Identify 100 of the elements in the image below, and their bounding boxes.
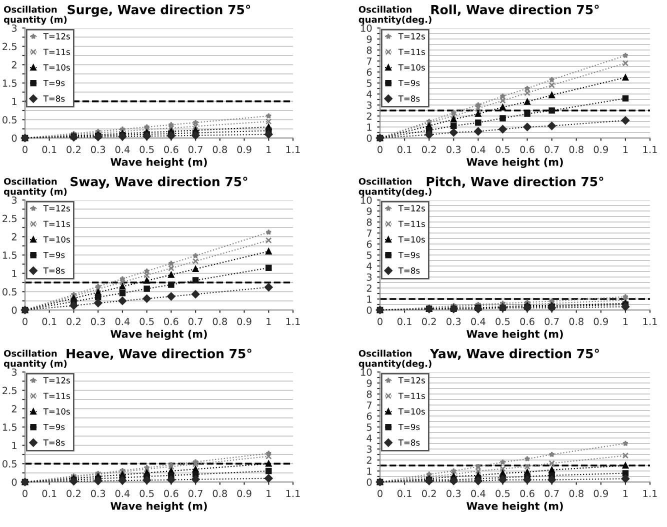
y-tick-label: 3	[12, 368, 17, 376]
x-axis-title: Wave height (m)	[110, 330, 207, 340]
x-tick-label: 0.2	[422, 318, 436, 326]
legend-label: T=10s	[398, 408, 425, 415]
x-tick-label: 0.9	[594, 146, 608, 154]
legend-label: T=12s	[398, 205, 425, 212]
x-tick-label: 1.1	[286, 318, 300, 326]
y-tick-label: 3	[366, 101, 372, 109]
x-tick-label: 1	[266, 146, 271, 154]
y-tick-label: 5	[366, 80, 372, 87]
y-tick-label: 6	[366, 412, 372, 420]
x-tick-label: 0.2	[66, 146, 80, 154]
y-tick-label: 2	[12, 405, 16, 412]
legend-label: T=12s	[398, 33, 425, 40]
y-tick-label: 1	[12, 270, 16, 278]
y-tick-label: 2.5	[2, 386, 17, 394]
x-axis-title: Wave height (m)	[110, 158, 207, 168]
x-axis-title: Wave height (m)	[466, 502, 563, 512]
y-tick-label: 10	[361, 368, 372, 376]
x-tick-label: 0.5	[140, 490, 154, 498]
x-tick-label: 0.8	[212, 146, 227, 154]
legend-label: T=12s	[43, 205, 70, 212]
y-tick-label: 4	[366, 262, 372, 270]
x-tick-label: 0.1	[42, 318, 56, 326]
y-tick-label: 2.5	[2, 214, 17, 222]
y-tick-label: 1	[12, 442, 16, 450]
chart-title: Pitch, Wave direction 75°	[426, 176, 604, 188]
y-tick-label: 2	[366, 456, 372, 464]
y-tick-label: 9	[366, 207, 372, 215]
legend-label: T=8s	[398, 439, 420, 446]
x-tick-label: 0.7	[188, 146, 202, 154]
x-tick-label: 0.6	[164, 146, 178, 154]
y-tick-label: 5	[366, 424, 372, 431]
legend-label: T=8s	[398, 95, 420, 102]
x-tick-label: 1	[623, 490, 628, 498]
y-axis-title: Oscillation quantity(deg.)	[358, 350, 432, 369]
y-tick-label: 9	[366, 35, 372, 43]
x-tick-label: 0.8	[569, 318, 584, 326]
y-tick-label: 1	[12, 98, 16, 106]
x-tick-label: 1.1	[286, 146, 300, 154]
x-tick-label: 0.1	[397, 318, 412, 326]
x-tick-label: 0.5	[496, 146, 510, 154]
x-tick-label: 0.9	[594, 490, 608, 498]
chart-title: Roll, Wave direction 75°	[431, 4, 599, 16]
y-tick-label: 3	[12, 196, 17, 204]
x-tick-label: 1.1	[643, 490, 657, 498]
legend-label: T=9s	[43, 424, 65, 430]
x-tick-label: 0.5	[140, 318, 154, 326]
y-tick-label: 4	[366, 434, 372, 442]
x-tick-label: 0.1	[397, 146, 412, 154]
y-tick-label: 6	[366, 68, 372, 76]
x-tick-label: 0.9	[237, 318, 252, 326]
y-tick-label: 10	[361, 24, 372, 32]
chart-title: Heave, Wave direction 75°	[66, 348, 252, 360]
x-axis-title: Wave height (m)	[110, 502, 207, 512]
y-tick-label: 3	[12, 24, 17, 32]
x-tick-label: 0.3	[91, 146, 106, 154]
y-tick-label: 2	[12, 61, 16, 68]
legend-label: T=8s	[43, 439, 65, 446]
x-tick-label: 0.2	[422, 146, 436, 154]
x-tick-label: 0.6	[164, 318, 178, 326]
x-tick-label: 0.2	[66, 490, 80, 498]
x-tick-label: 0.4	[115, 318, 130, 326]
x-tick-label: 1	[266, 318, 271, 326]
legend-label: T=10s	[43, 236, 70, 243]
y-tick-label: 3	[366, 273, 372, 281]
x-tick-label: 0.3	[91, 318, 106, 326]
y-tick-label: 2.5	[2, 42, 17, 50]
legend-label: T=8s	[43, 95, 65, 102]
y-tick-label: 5	[366, 252, 372, 259]
chart-title: Yaw, Wave direction 75°	[430, 348, 599, 360]
legend-label: T=10s	[398, 64, 425, 71]
x-tick-label: 0.4	[471, 146, 486, 154]
chart-title: Surge, Wave direction 75°	[68, 4, 250, 17]
legend-label: T=12s	[398, 377, 425, 384]
x-tick-label: 1	[266, 490, 271, 498]
legend-label: T=10s	[43, 64, 70, 71]
y-tick-label: 6	[366, 240, 372, 248]
x-tick-label: 0.5	[140, 146, 154, 154]
chart-title: Sway, Wave direction 75°	[70, 176, 248, 189]
x-tick-label: 0.5	[496, 490, 510, 498]
x-tick-label: 0.3	[446, 318, 461, 326]
legend-label: T=9s	[43, 252, 65, 258]
legend-label: T=9s	[398, 252, 420, 258]
legend-label: T=12s	[43, 377, 70, 384]
x-tick-label: 0	[22, 318, 28, 326]
legend-label: T=8s	[398, 267, 420, 274]
y-tick-label: 1	[367, 296, 372, 303]
legend-label: T=11s	[43, 220, 70, 228]
x-tick-label: 0.8	[569, 146, 584, 154]
y-tick-label: 8	[366, 390, 372, 398]
x-tick-label: 0.5	[496, 318, 510, 326]
x-tick-label: 0.4	[471, 490, 486, 498]
y-tick-label: 2	[366, 112, 372, 120]
y-tick-label: 2	[366, 284, 372, 292]
y-tick-label: 0	[12, 134, 17, 142]
y-tick-label: 1.5	[2, 424, 17, 431]
x-tick-label: 0.7	[188, 490, 202, 498]
legend-label: T=10s	[43, 408, 70, 415]
x-tick-label: 0	[22, 490, 28, 498]
